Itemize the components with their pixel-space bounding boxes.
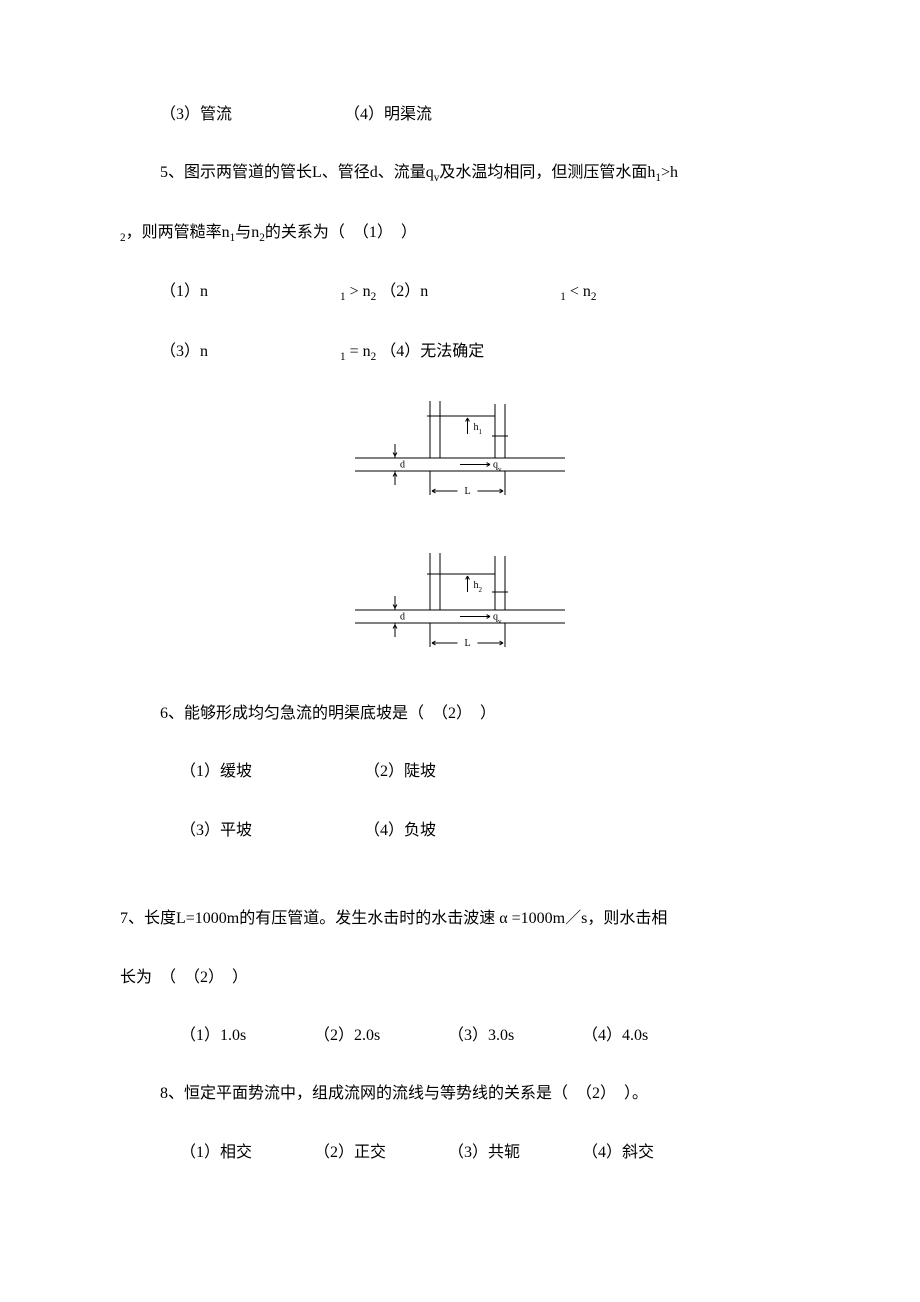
q5-diagram-1: h1dqvL <box>120 396 800 517</box>
q5-opt3-s2: 2 <box>371 351 377 363</box>
pipe-diagram-h1: h1dqvL <box>345 396 575 506</box>
q7-opt2: （2）2.0s <box>314 1021 444 1051</box>
q5-opt2-b: < n <box>566 283 591 300</box>
q5-opt2: （2）n1 < n2 <box>380 283 596 300</box>
q6-opt2: （2）陡坡 <box>364 763 436 780</box>
q5-opt1: （1）n1 > n2 <box>160 277 376 308</box>
spacer <box>120 874 800 904</box>
q5-opt3-a: （3）n <box>160 337 340 367</box>
svg-text:L: L <box>465 486 471 497</box>
q7-stem-line2: 长为 （ （2） ） <box>120 963 800 993</box>
q6-opt4: （4）负坡 <box>364 822 436 839</box>
q6-options-row1: （1）缓坡 （2）陡坡 <box>120 757 800 787</box>
q5-stem-l2a: ，则两管糙率n <box>126 224 230 241</box>
svg-text:h1: h1 <box>474 422 483 436</box>
q6-opt1: （1）缓坡 <box>180 757 360 787</box>
q8-opt2: （2）正交 <box>314 1138 444 1168</box>
q8-options: （1）相交 （2）正交 （3）共轭 （4）斜交 <box>120 1138 800 1168</box>
q5-opt4: （4）无法确定 <box>380 343 484 360</box>
q5-stem-part2: 及水温均相同，但测压管水面h <box>439 164 655 181</box>
q6-options-row2: （3）平坡 （4）负坡 <box>120 816 800 846</box>
q8-stem: 8、恒定平面势流中，组成流网的流线与等势线的关系是（ （2） ）。 <box>120 1079 800 1109</box>
q5-opt3: （3）n1 = n2 <box>160 337 376 368</box>
q8-opt3: （3）共轭 <box>448 1138 578 1168</box>
q5-stem-line2: 2，则两管糙率n1与n2的关系为（ （1） ） <box>120 218 800 249</box>
q5-opt2-a: （2）n <box>380 277 560 307</box>
q3-options-row2: （3）管流 （4）明渠流 <box>120 100 800 130</box>
q3-opt4: （4）明渠流 <box>344 106 432 123</box>
q5-opt1-a: （1）n <box>160 277 340 307</box>
q7-opt1: （1）1.0s <box>180 1021 310 1051</box>
q5-options-row2: （3）n1 = n2 （4）无法确定 <box>120 337 800 368</box>
svg-text:d: d <box>400 460 405 471</box>
q5-opt3-b: = n <box>346 343 371 360</box>
q5-stem-line1: 5、图示两管道的管长L、管径d、流量qv及水温均相同，但测压管水面h1>h <box>120 158 800 189</box>
svg-text:d: d <box>400 611 405 622</box>
q7-opt3: （3）3.0s <box>448 1021 578 1051</box>
q5-stem-l2b: 与n <box>235 224 259 241</box>
q8-opt1: （1）相交 <box>180 1138 310 1168</box>
q5-diagram-2: h2dqvL <box>120 548 800 669</box>
q7-stem-line1: 7、长度L=1000m的有压管道。发生水击时的水击波速 α =1000m／s，则… <box>120 904 800 934</box>
pipe-diagram-h2: h2dqvL <box>345 548 575 658</box>
svg-text:h2: h2 <box>474 580 483 594</box>
q5-opt1-b: > n <box>346 283 371 300</box>
q5-stem-part1: 5、图示两管道的管长L、管径d、流量q <box>160 164 434 181</box>
q6-opt3: （3）平坡 <box>180 816 360 846</box>
q8-opt4: （4）斜交 <box>582 1138 712 1168</box>
q7-options: （1）1.0s （2）2.0s （3）3.0s （4）4.0s <box>120 1021 800 1051</box>
q5-options-row1: （1）n1 > n2 （2）n1 < n2 <box>120 277 800 308</box>
svg-text:L: L <box>465 638 471 649</box>
q5-stem-l2c: 的关系为（ （1） ） <box>265 224 417 241</box>
q5-opt1-s2: 2 <box>371 292 377 304</box>
q5-stem-part3: >h <box>661 164 678 181</box>
q6-stem: 6、能够形成均匀急流的明渠底坡是（ （2） ） <box>120 699 800 729</box>
q3-opt3: （3）管流 <box>160 100 340 130</box>
q5-opt2-s2: 2 <box>591 292 597 304</box>
q7-opt4: （4）4.0s <box>582 1021 712 1051</box>
